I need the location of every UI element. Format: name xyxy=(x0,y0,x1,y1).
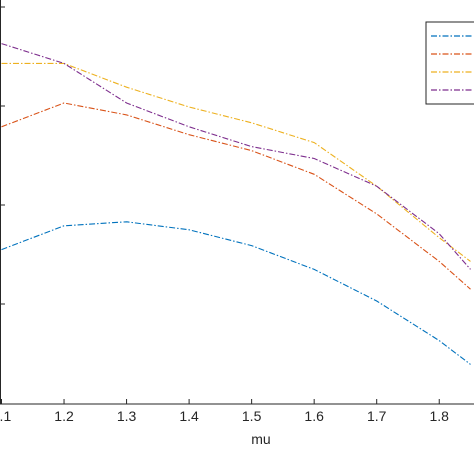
legend xyxy=(425,21,474,105)
x-tick-label: 1.3 xyxy=(117,408,137,424)
series-layer xyxy=(1,43,471,365)
y-ticks xyxy=(0,6,5,305)
x-tick-label: 1.4 xyxy=(179,408,199,424)
x-tick-label: 1.7 xyxy=(367,408,387,424)
axes-frame xyxy=(0,0,474,405)
series-line-4 xyxy=(1,43,471,270)
x-tick-label: 1.1 xyxy=(0,408,11,424)
series-line-3 xyxy=(1,62,471,262)
x-tick-label: 1.2 xyxy=(54,408,74,424)
x-tick-label: 1.6 xyxy=(304,408,324,424)
series-line-1 xyxy=(1,221,471,365)
x-axis-label: mu xyxy=(251,431,270,447)
x-ticks: 1.1 1.2 1.3 1.4 1.5 1.6 1.7 1.8 xyxy=(0,399,449,424)
legend-box xyxy=(425,21,474,105)
x-tick-label: 1.5 xyxy=(242,408,262,424)
x-tick-label: 1.8 xyxy=(429,408,449,424)
series-line-2 xyxy=(1,102,471,290)
